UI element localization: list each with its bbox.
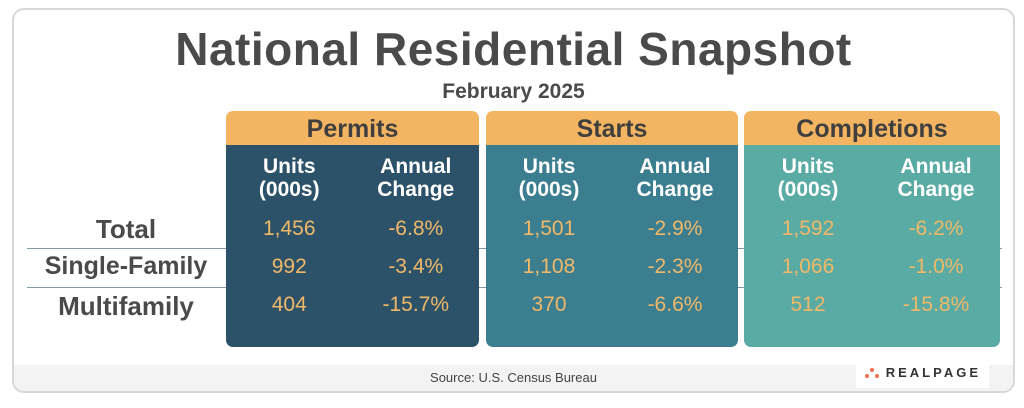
change-header: Annual Change	[897, 155, 975, 201]
change-value: -6.6%	[647, 293, 703, 316]
subtitle: February 2025	[442, 80, 585, 103]
change-value: -6.2%	[908, 217, 964, 240]
units-value: 404	[271, 293, 307, 316]
change-value: -2.3%	[647, 255, 703, 278]
group-body: Units (000s) Annual Change 1,501 -2.9% 1,1…	[486, 145, 738, 347]
units-header: Units (000s)	[518, 155, 580, 201]
change-value: -15.7%	[382, 293, 450, 316]
group-completions: Completions Units (000s) Annual Change 1,…	[744, 111, 1000, 347]
units-value: 1,501	[522, 217, 576, 240]
units-header: Units (000s)	[777, 155, 839, 201]
page-title: National Residential Snapshot	[175, 23, 852, 75]
units-value: 1,592	[781, 217, 835, 240]
change-value: -3.4%	[388, 255, 444, 278]
row-label-total: Total	[95, 214, 157, 244]
change-value: -6.8%	[388, 217, 444, 240]
units-value: 992	[271, 255, 307, 278]
change-value: -15.8%	[902, 293, 970, 316]
change-header: Annual Change	[636, 155, 714, 201]
units-value: 512	[790, 293, 826, 316]
row-label-single-family: Single-Family	[44, 252, 208, 280]
units-value: 1,456	[262, 217, 316, 240]
group-header: Completions	[744, 111, 1000, 145]
row-label-multifamily: Multifamily	[58, 291, 194, 321]
units-value: 370	[531, 293, 567, 316]
units-value: 1,108	[522, 255, 576, 278]
source-note: Source: U.S. Census Bureau	[430, 370, 597, 385]
change-header: Annual Change	[377, 155, 455, 201]
units-header: Units (000s)	[258, 155, 320, 201]
snapshot-card: National Residential Snapshot February 2…	[12, 8, 1015, 393]
footer: Source: U.S. Census Bureau REALPAGE	[14, 358, 1013, 391]
group-permits: Permits Units (000s) Annual Change 1,456 …	[226, 111, 479, 347]
group-body: Units (000s) Annual Change 1,592 -6.2% 1,0…	[744, 145, 1000, 347]
change-value: -2.9%	[647, 217, 703, 240]
units-value: 1,066	[781, 255, 835, 278]
realpage-logo: REALPAGE	[855, 358, 989, 388]
logo-dots-icon	[864, 368, 879, 378]
group-header: Starts	[486, 111, 738, 145]
group-starts: Starts Units (000s) Annual Change 1,501 -…	[486, 111, 738, 347]
group-body: Units (000s) Annual Change 1,456 -6.8% 992…	[226, 145, 479, 347]
group-header: Permits	[226, 111, 479, 145]
change-value: -1.0%	[908, 255, 964, 278]
